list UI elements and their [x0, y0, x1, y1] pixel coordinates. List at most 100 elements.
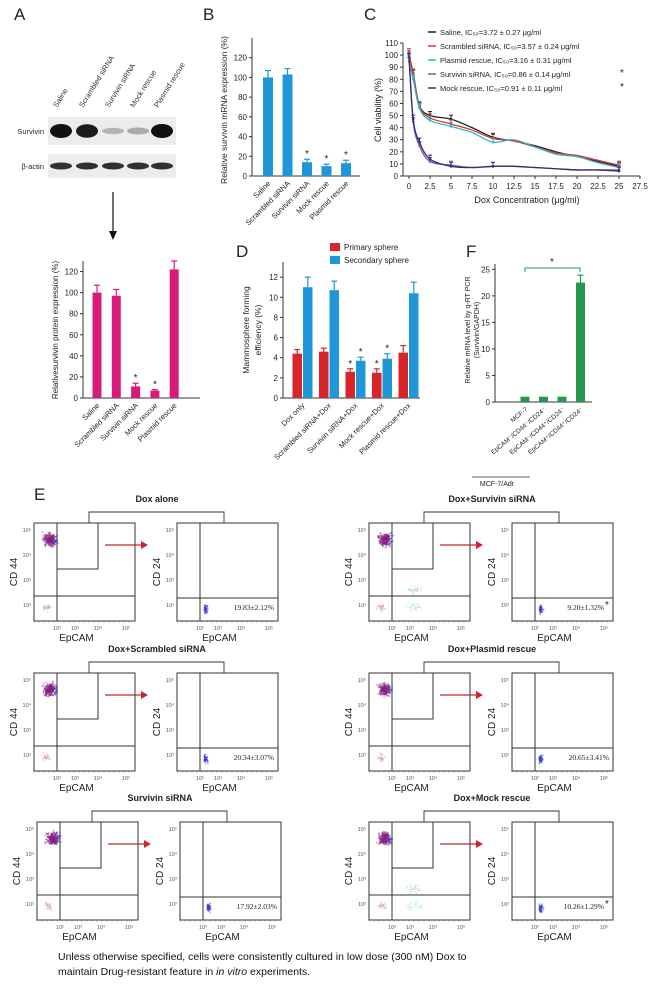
event-dot [48, 538, 51, 541]
blot-row-label: β-actin [21, 162, 44, 171]
event-dot [411, 890, 414, 893]
event-dot [378, 756, 381, 759]
y-tick-label: 10⁴ [501, 552, 510, 559]
event-dot [54, 832, 56, 835]
event-dot [381, 536, 384, 539]
data-point [407, 56, 411, 59]
event-dot [49, 540, 52, 542]
x-tick-label: 10² [53, 776, 61, 782]
event-dot [540, 756, 542, 758]
event-dot [381, 687, 384, 689]
event-dot [387, 535, 390, 537]
event-dot [383, 541, 386, 544]
x-tick-label: 10² [531, 925, 539, 931]
event-dot [386, 688, 389, 691]
event-dot [52, 689, 55, 692]
x-tick-label: 7.5 [466, 182, 478, 191]
event-dot [381, 687, 384, 689]
event-dot [383, 690, 386, 693]
event-dot [380, 605, 382, 608]
event-dot [54, 693, 57, 696]
event-dot [385, 539, 388, 542]
y-tick-label: 20 [238, 152, 247, 161]
event-dot [387, 691, 390, 694]
event-dot [387, 836, 390, 838]
event-dot [385, 688, 388, 691]
event-dot [46, 539, 49, 542]
event-dot [44, 605, 47, 608]
y-tick-label: 0 [243, 172, 248, 181]
event-dot [385, 691, 388, 694]
y-tick-label: 10⁵ [358, 527, 366, 534]
event-dot [50, 690, 52, 693]
event-dot [385, 690, 388, 693]
event-dot [55, 840, 58, 843]
event-dot [387, 691, 390, 693]
event-dot [380, 692, 383, 695]
event-dot [204, 753, 207, 756]
event-dot [51, 687, 54, 690]
event-dot [42, 690, 45, 693]
event-dot [49, 694, 52, 696]
event-dot [389, 834, 392, 837]
event-dot [417, 602, 419, 604]
event-dot [381, 752, 383, 755]
event-dot [379, 532, 382, 535]
event-dot [389, 545, 392, 548]
event-dot [380, 689, 383, 692]
event-dot [46, 757, 48, 760]
blot-band [50, 162, 72, 170]
x-tick-label: 10³ [549, 776, 557, 782]
event-dot [380, 534, 383, 536]
event-dot [385, 691, 388, 694]
event-dot [53, 543, 55, 546]
event-dot [386, 689, 388, 691]
event-dot [52, 840, 55, 843]
event-dot [204, 609, 207, 612]
event-dot [47, 539, 50, 542]
event-dot [389, 692, 392, 695]
event-dot [204, 757, 206, 760]
event-dot [48, 531, 51, 534]
event-dot [541, 610, 543, 613]
bar [282, 74, 293, 176]
event-dot [46, 691, 49, 694]
x-tick-label: 10³ [406, 776, 414, 782]
event-dot [44, 536, 47, 539]
event-dot [383, 835, 385, 838]
event-dot [379, 689, 382, 692]
event-dot [540, 611, 542, 613]
event-dot [384, 537, 387, 540]
event-dot [384, 689, 386, 692]
event-dot [47, 904, 49, 907]
event-dot [206, 605, 209, 608]
event-dot [205, 756, 208, 759]
event-dot [52, 836, 55, 838]
event-dot [49, 838, 52, 841]
event-dot [47, 543, 50, 546]
event-dot [381, 689, 384, 692]
event-dot [538, 757, 541, 759]
event-dot [379, 610, 382, 612]
event-dot [52, 687, 55, 690]
event-dot [44, 689, 47, 692]
event-dot [204, 606, 207, 609]
event-dot [48, 842, 51, 845]
event-dot [204, 605, 206, 608]
y-axis-title: Relative mRNA level by q-RT PCR [465, 276, 472, 383]
scatter-dots [376, 532, 423, 612]
event-dot [53, 836, 56, 839]
event-dot [45, 536, 48, 538]
legend-label: Scrambled siRNA, IC₅₀=3.57 ± 0.24 μg/ml [440, 42, 580, 51]
event-dot [51, 688, 54, 691]
event-dot [381, 753, 384, 756]
event-dot [381, 688, 383, 690]
event-dot [46, 686, 48, 688]
event-dot [43, 540, 46, 543]
event-dot [382, 690, 384, 693]
legend-swatch [330, 243, 340, 251]
event-dot [46, 606, 49, 609]
event-dot [46, 690, 49, 693]
event-dot [384, 536, 387, 539]
event-dot [538, 759, 541, 762]
